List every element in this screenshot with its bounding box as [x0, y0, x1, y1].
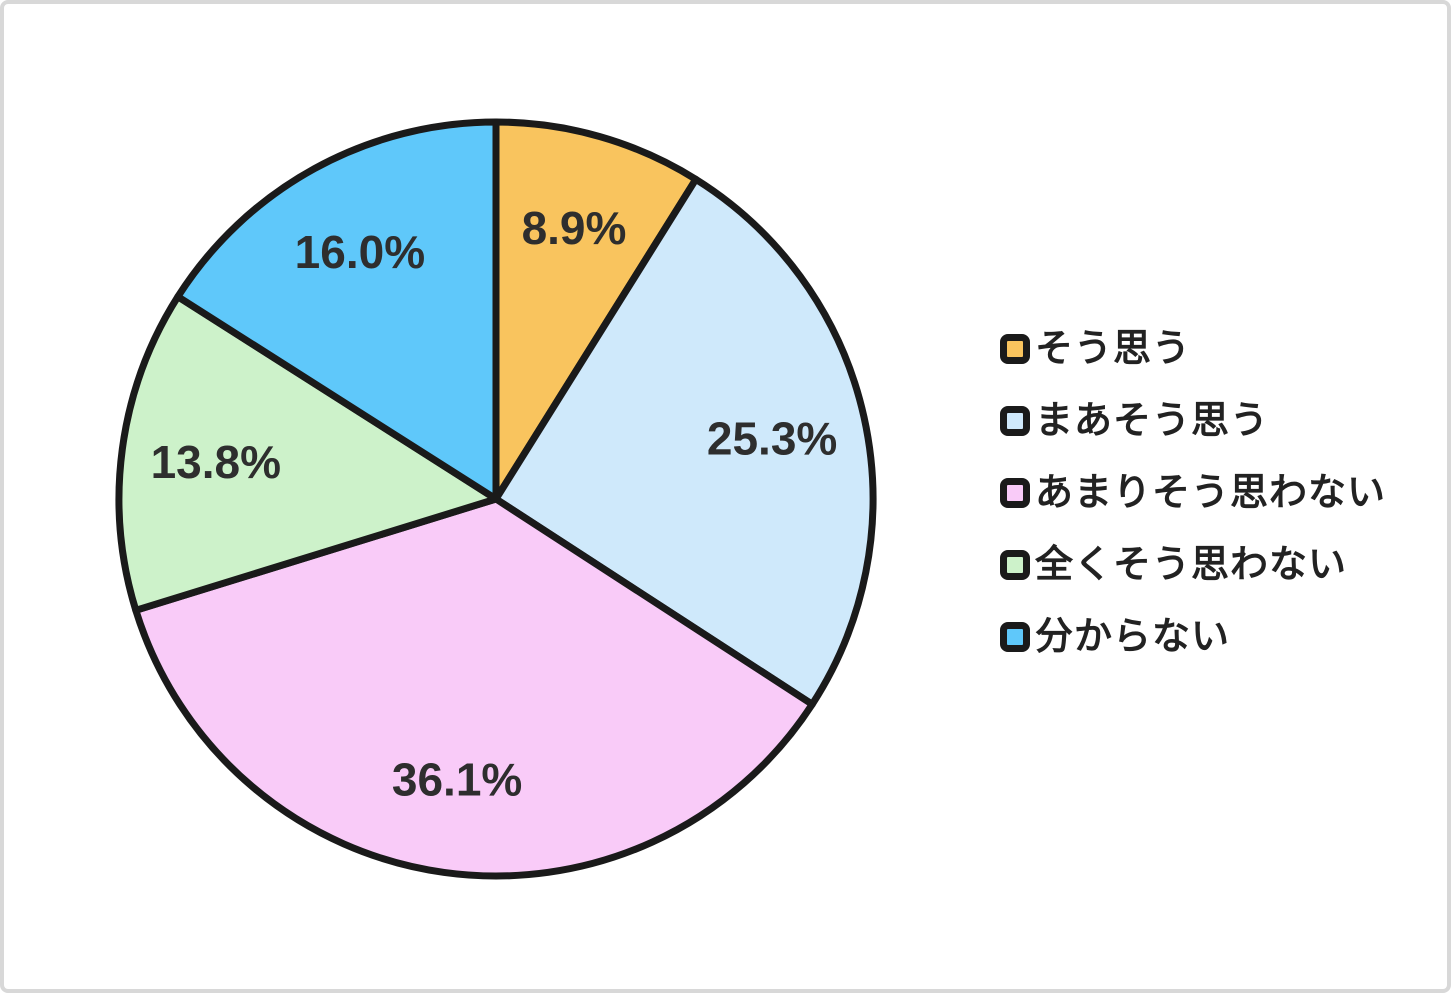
pie-slice-percentage-label: 25.3%	[707, 412, 837, 464]
legend-swatch	[1000, 334, 1030, 364]
pie-slice	[115, 293, 500, 614]
legend-item: あまりそう思わない	[1000, 474, 1386, 512]
legend-item: 全くそう思わない	[1000, 546, 1386, 584]
legend-label: 全くそう思わない	[1035, 544, 1348, 586]
legend-label: 分からない	[1035, 616, 1231, 658]
legend-swatch	[1000, 406, 1030, 436]
pie-slice	[132, 495, 816, 880]
legend: そう思うまあそう思うあまりそう思わない 全くそう思わない 分からない	[1000, 330, 1386, 656]
legend-swatch	[1000, 550, 1030, 580]
pie-slice	[174, 118, 500, 503]
legend-swatch	[1000, 622, 1030, 652]
pie-slice-percentage-label: 8.9%	[522, 202, 627, 254]
legend-item: まあそう思う	[1000, 402, 1386, 440]
legend-label: まあそう思う	[1035, 400, 1270, 442]
pie-slice-percentage-label: 13.8%	[151, 436, 281, 488]
pie-slice-percentage-label: 36.1%	[392, 754, 522, 806]
pie-slice-percentage-label: 16.0%	[295, 226, 425, 278]
pie-slice	[492, 118, 700, 503]
legend-label: あまりそう思わない	[1035, 472, 1387, 514]
legend-item: そう思う	[1000, 330, 1386, 368]
legend-swatch	[1000, 478, 1030, 508]
legend-item: 分からない	[1000, 618, 1386, 656]
legend-label: そう思う	[1035, 328, 1192, 370]
pie-chart: 8.9% 25.3% 36.1% 13.8% 16.0%	[115, 118, 877, 880]
pie-slice	[492, 175, 877, 708]
